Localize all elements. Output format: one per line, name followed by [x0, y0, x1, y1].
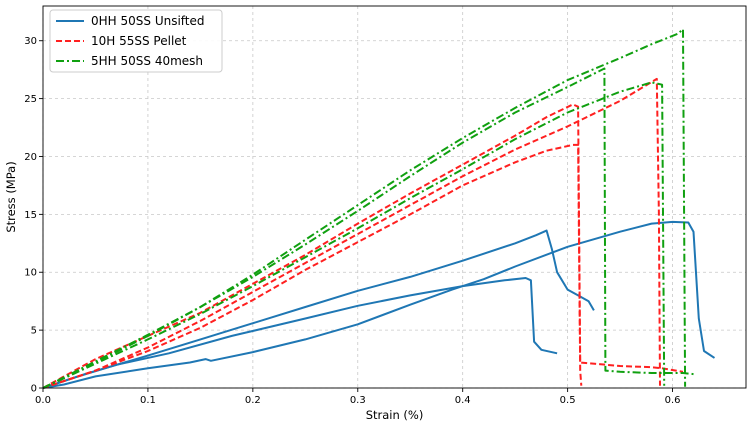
legend-label: 0HH 50SS Unsifted	[91, 14, 205, 28]
legend-label: 10H 55SS Pellet	[91, 34, 187, 48]
legend-label: 5HH 50SS 40mesh	[91, 54, 203, 68]
series-line-5	[42, 103, 684, 389]
y-axis-ticks: 0 5 10 15 20 25 30	[24, 36, 43, 395]
x-tick-label: 0.1	[140, 395, 156, 406]
y-tick-label: 20	[24, 152, 37, 163]
series-line-2	[42, 277, 558, 389]
legend: 0HH 50SS Unsifted 10H 55SS Pellet 5HH 50SS…	[49, 9, 223, 73]
x-tick-label: 0.0	[35, 395, 51, 406]
x-tick-label: 0.5	[560, 395, 576, 406]
series-line-3	[42, 229, 595, 389]
y-axis-label: Stress (MPa)	[4, 161, 18, 232]
x-tick-label: 0.6	[665, 395, 681, 406]
y-tick-label: 30	[24, 36, 37, 47]
x-tick-label: 0.2	[245, 395, 261, 406]
y-tick-label: 25	[24, 94, 37, 105]
y-tick-label: 5	[31, 326, 37, 337]
y-tick-label: 0	[31, 384, 37, 395]
series-layer	[42, 28, 716, 389]
y-tick-label: 15	[24, 210, 37, 221]
x-tick-label: 0.3	[350, 395, 366, 406]
x-axis-ticks: 0.0 0.1 0.2 0.3 0.4 0.5 0.6	[35, 388, 681, 406]
legend-box	[49, 9, 223, 73]
series-line-7	[42, 81, 666, 389]
series-line-1	[42, 220, 716, 389]
x-tick-label: 0.4	[455, 395, 471, 406]
series-line-4	[42, 143, 583, 389]
y-tick-label: 10	[24, 268, 37, 279]
x-axis-label: Strain (%)	[366, 408, 424, 422]
plot-frame	[42, 5, 747, 389]
series-line-9	[42, 28, 687, 389]
